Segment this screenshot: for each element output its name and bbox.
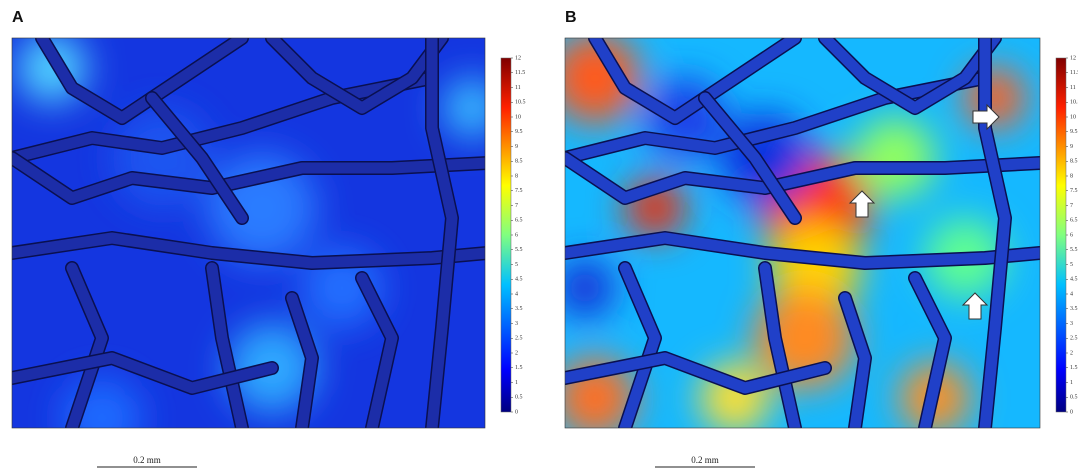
colorbar-tick-label: 10 [515,114,521,120]
colorbar-tick-label: 8 [1070,173,1073,179]
colorbar-tick-label: 10 [1070,114,1076,120]
colorbar-tick-label: 11.5 [1070,70,1078,76]
colorbar-tick-label: 8 [515,173,518,179]
colorbar-tick-label: 11.5 [515,70,525,76]
field-blob [442,78,485,138]
map-panel [565,38,1040,428]
vessel [12,152,485,204]
colorbar-tick-label: 10.5 [1070,100,1078,106]
scale-bar-label: 0.2 mm [133,455,161,465]
colorbar [500,57,512,413]
colorbar-tick-label: 7 [515,203,518,209]
colorbar-tick-label: 9.5 [1070,129,1078,135]
colorbar-tick-label: 2.5 [1070,336,1078,342]
vessel [66,262,108,428]
colorbar-tick-label: 2.5 [515,336,523,342]
colorbar-tick-label: 5 [1070,262,1073,268]
vessel [356,272,398,428]
field-blob [565,38,640,123]
colorbar-tick-label: 11 [1070,85,1076,91]
vessel [565,232,1040,269]
vessel [819,38,1001,114]
colorbar-tick-label: 9 [1070,144,1073,150]
vessel [206,262,248,428]
colorbar-tick-label: 6.5 [515,218,523,224]
panel-label: B [565,9,577,26]
colorbar [1055,57,1067,413]
vessel [619,262,661,428]
vessel [565,152,1040,204]
colorbar-tick-label: 5.5 [515,247,523,253]
colorbar-tick-label: 2 [515,350,518,356]
vessel [759,262,801,428]
colorbar-tick-label: 11 [515,85,521,91]
vessel [12,352,278,394]
colorbar-tick-label: 6 [1070,232,1073,238]
colorbar-tick-label: 0 [1070,409,1073,415]
vessel [266,38,448,114]
colorbar-tick-label: 9 [515,144,518,150]
colorbar-tick-label: 6 [515,232,518,238]
vessel [286,292,318,428]
colorbar-tick-label: 6.5 [1070,218,1078,224]
vessel [839,292,871,428]
colorbar-tick-label: 4 [1070,291,1073,297]
map-frame [564,37,1041,429]
vessel [979,38,1011,428]
colorbar-tick-label: 4.5 [1070,277,1078,283]
colorbar-tick-label: 1.5 [515,365,523,371]
colorbar-tick-label: 3.5 [1070,306,1078,312]
colorbar-tick-label: 1 [515,380,518,386]
colorbar-tick-label: 9.5 [515,129,523,135]
vessel [426,38,458,428]
colorbar-tick-label: 3.5 [515,306,523,312]
colorbar-tick-label: 7 [1070,203,1073,209]
map-panel [12,38,485,428]
colorbar-tick-label: 1.5 [1070,365,1078,371]
map-frame [11,37,486,429]
colorbar-tick-label: 0.5 [1070,395,1078,401]
colorbar-tick-label: 3 [515,321,518,327]
colorbar-tick-label: 8.5 [1070,159,1078,165]
field-blob [565,258,615,318]
colorbar-tick-label: 4.5 [515,277,523,283]
arrow-marker [972,103,1000,131]
colorbar-tick-label: 12 [1070,55,1076,61]
panel-label: A [12,9,24,26]
arrow-marker [961,292,989,320]
vessel [699,92,801,224]
colorbar-tick-label: 7.5 [1070,188,1078,194]
colorbar-tick-label: 5.5 [1070,247,1078,253]
vessel [909,272,951,428]
vessel [36,38,248,124]
vessel [146,92,248,224]
arrow-marker [848,190,876,218]
colorbar-tick-label: 1 [1070,380,1073,386]
colorbar-tick-label: 4 [515,291,518,297]
field-blob [855,118,935,198]
vessel [565,352,831,394]
scale-bar-label: 0.2 mm [691,455,719,465]
vessel [589,38,801,124]
colorbar-tick-label: 3 [1070,321,1073,327]
colorbar-tick-label: 10.5 [515,100,526,106]
colorbar-tick-label: 8.5 [515,159,523,165]
colorbar-tick-label: 0.5 [515,395,523,401]
vessel [12,232,485,269]
colorbar-tick-label: 2 [1070,350,1073,356]
colorbar-tick-label: 0 [515,409,518,415]
colorbar-tick-label: 12 [515,55,521,61]
colorbar-tick-label: 7.5 [515,188,523,194]
colorbar-tick-label: 5 [515,262,518,268]
